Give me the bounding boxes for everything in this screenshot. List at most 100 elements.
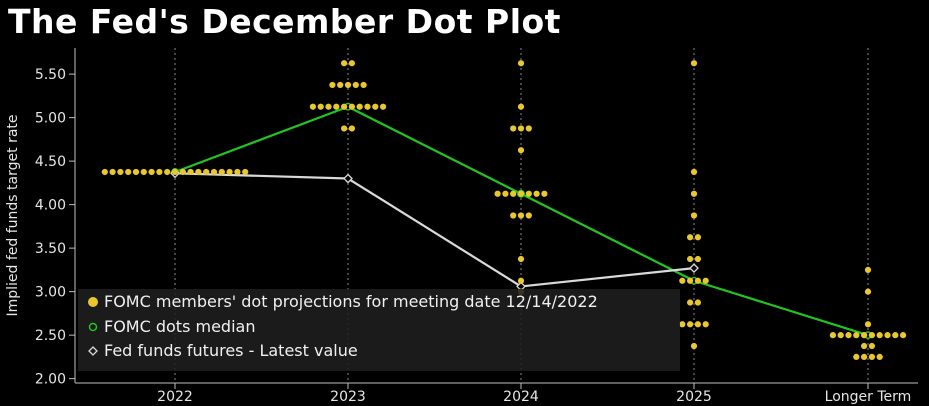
y-tick-label: 2.50 — [35, 328, 66, 344]
x-tick-label: 2023 — [330, 389, 366, 405]
fomc-dot — [352, 81, 359, 89]
chart-title: The Fed's December Dot Plot — [8, 2, 561, 41]
fomc-dot — [171, 168, 179, 176]
fomc-dot — [203, 168, 210, 176]
fomc-dot — [179, 168, 186, 176]
fomc-dot — [218, 168, 225, 176]
fomc-dot — [679, 321, 686, 328]
fomc-dot — [309, 103, 316, 110]
fomc-dot — [525, 212, 532, 219]
fomc-dot — [864, 288, 872, 295]
y-tick-label: 4.50 — [35, 154, 66, 170]
fomc-dot — [125, 168, 132, 176]
fomc-dot — [502, 190, 509, 197]
legend-label: FOMC members' dot projections for meetin… — [104, 292, 598, 311]
fomc-dot — [341, 60, 348, 67]
fomc-dot — [864, 266, 872, 273]
fomc-dot — [140, 168, 147, 176]
fomc-dot — [187, 168, 194, 176]
fomc-dot — [694, 277, 702, 284]
fomc-dot — [517, 125, 525, 132]
fomc-dot — [884, 332, 891, 339]
fomc-dot — [341, 103, 348, 110]
y-tick-label: 4.00 — [35, 198, 66, 214]
fed-funds-futures-latest-value-line — [174, 172, 695, 288]
fomc-dot — [348, 60, 355, 67]
fomc-dot — [853, 353, 860, 360]
fomc-dot — [210, 168, 218, 176]
fomc-dot — [156, 168, 163, 176]
fomc-dot — [687, 277, 694, 284]
fomc-dot — [109, 168, 116, 176]
fomc-dot — [694, 321, 702, 328]
fomc-dot — [861, 353, 868, 360]
x-tick-label: 2024 — [503, 389, 539, 405]
legend-median-icon — [88, 322, 98, 332]
fomc-dot — [333, 103, 340, 110]
fomc-dot — [876, 353, 883, 360]
fomc-dot — [360, 81, 367, 89]
fomc-dot — [533, 190, 540, 197]
fomc-dot — [517, 277, 525, 284]
fomc-dot — [892, 332, 899, 339]
fomc-dot — [861, 342, 868, 350]
fomc-dot — [372, 103, 379, 110]
y-tick-label: 5.50 — [35, 67, 66, 83]
legend-label: FOMC dots median — [104, 317, 255, 336]
fomc-dot — [510, 190, 517, 197]
fomc-dot — [132, 168, 140, 176]
fomc-dot — [690, 168, 698, 176]
fomc-dot — [517, 212, 525, 219]
fomc-dot — [348, 125, 355, 132]
fomc-dot — [348, 103, 355, 110]
legend-dot-icon — [88, 297, 98, 307]
fomc-dot — [234, 168, 241, 176]
fomc-dot — [164, 168, 171, 176]
fomc-dot — [868, 342, 876, 350]
fomc-dot — [195, 168, 202, 176]
fomc-dot — [344, 81, 352, 89]
fomc-dot — [694, 299, 702, 306]
fomc-dot — [690, 342, 698, 350]
fomc-dot — [329, 81, 336, 89]
fomc-dot — [876, 332, 883, 339]
fomc-dot — [517, 147, 525, 154]
y-tick-label: 3.50 — [35, 241, 66, 257]
fomc-dot — [868, 353, 876, 360]
fomc-dot — [510, 125, 517, 132]
legend-futures-icon — [88, 346, 98, 356]
fomc-dot — [525, 125, 532, 132]
fomc-dot — [829, 332, 837, 339]
fomc-dot — [861, 332, 868, 339]
fomc-dot — [148, 168, 155, 176]
fomc-dot — [517, 190, 525, 197]
fomc-dot — [690, 60, 698, 67]
fomc-dot — [853, 332, 860, 339]
fomc-dot — [337, 81, 344, 89]
fomc-dot — [694, 234, 702, 241]
fomc-dot — [687, 234, 694, 241]
fomc-dot — [117, 168, 124, 176]
fomc-dot — [341, 125, 348, 132]
fomc-dot — [864, 321, 872, 328]
futures-marker — [689, 263, 699, 274]
fomc-dot — [702, 277, 709, 284]
fomc-dot — [837, 332, 844, 339]
fomc-dot — [900, 332, 907, 339]
legend-label: Fed funds futures - Latest value — [104, 341, 358, 360]
futures-marker — [343, 173, 353, 184]
y-tick-label: 5.00 — [35, 111, 66, 127]
fomc-dot — [364, 103, 371, 110]
fomc-dot — [541, 190, 548, 197]
legend-box — [78, 289, 680, 371]
fomc-dot — [510, 212, 517, 219]
fomc-dot — [525, 190, 532, 197]
fomc-dot — [694, 255, 702, 263]
fomc-dot — [687, 321, 694, 328]
fomc-dot — [690, 212, 698, 219]
x-tick-label: Longer Term — [825, 389, 912, 405]
fomc-dot — [517, 103, 525, 110]
fomc-dot — [356, 103, 363, 110]
x-tick-label: 2022 — [157, 389, 193, 405]
